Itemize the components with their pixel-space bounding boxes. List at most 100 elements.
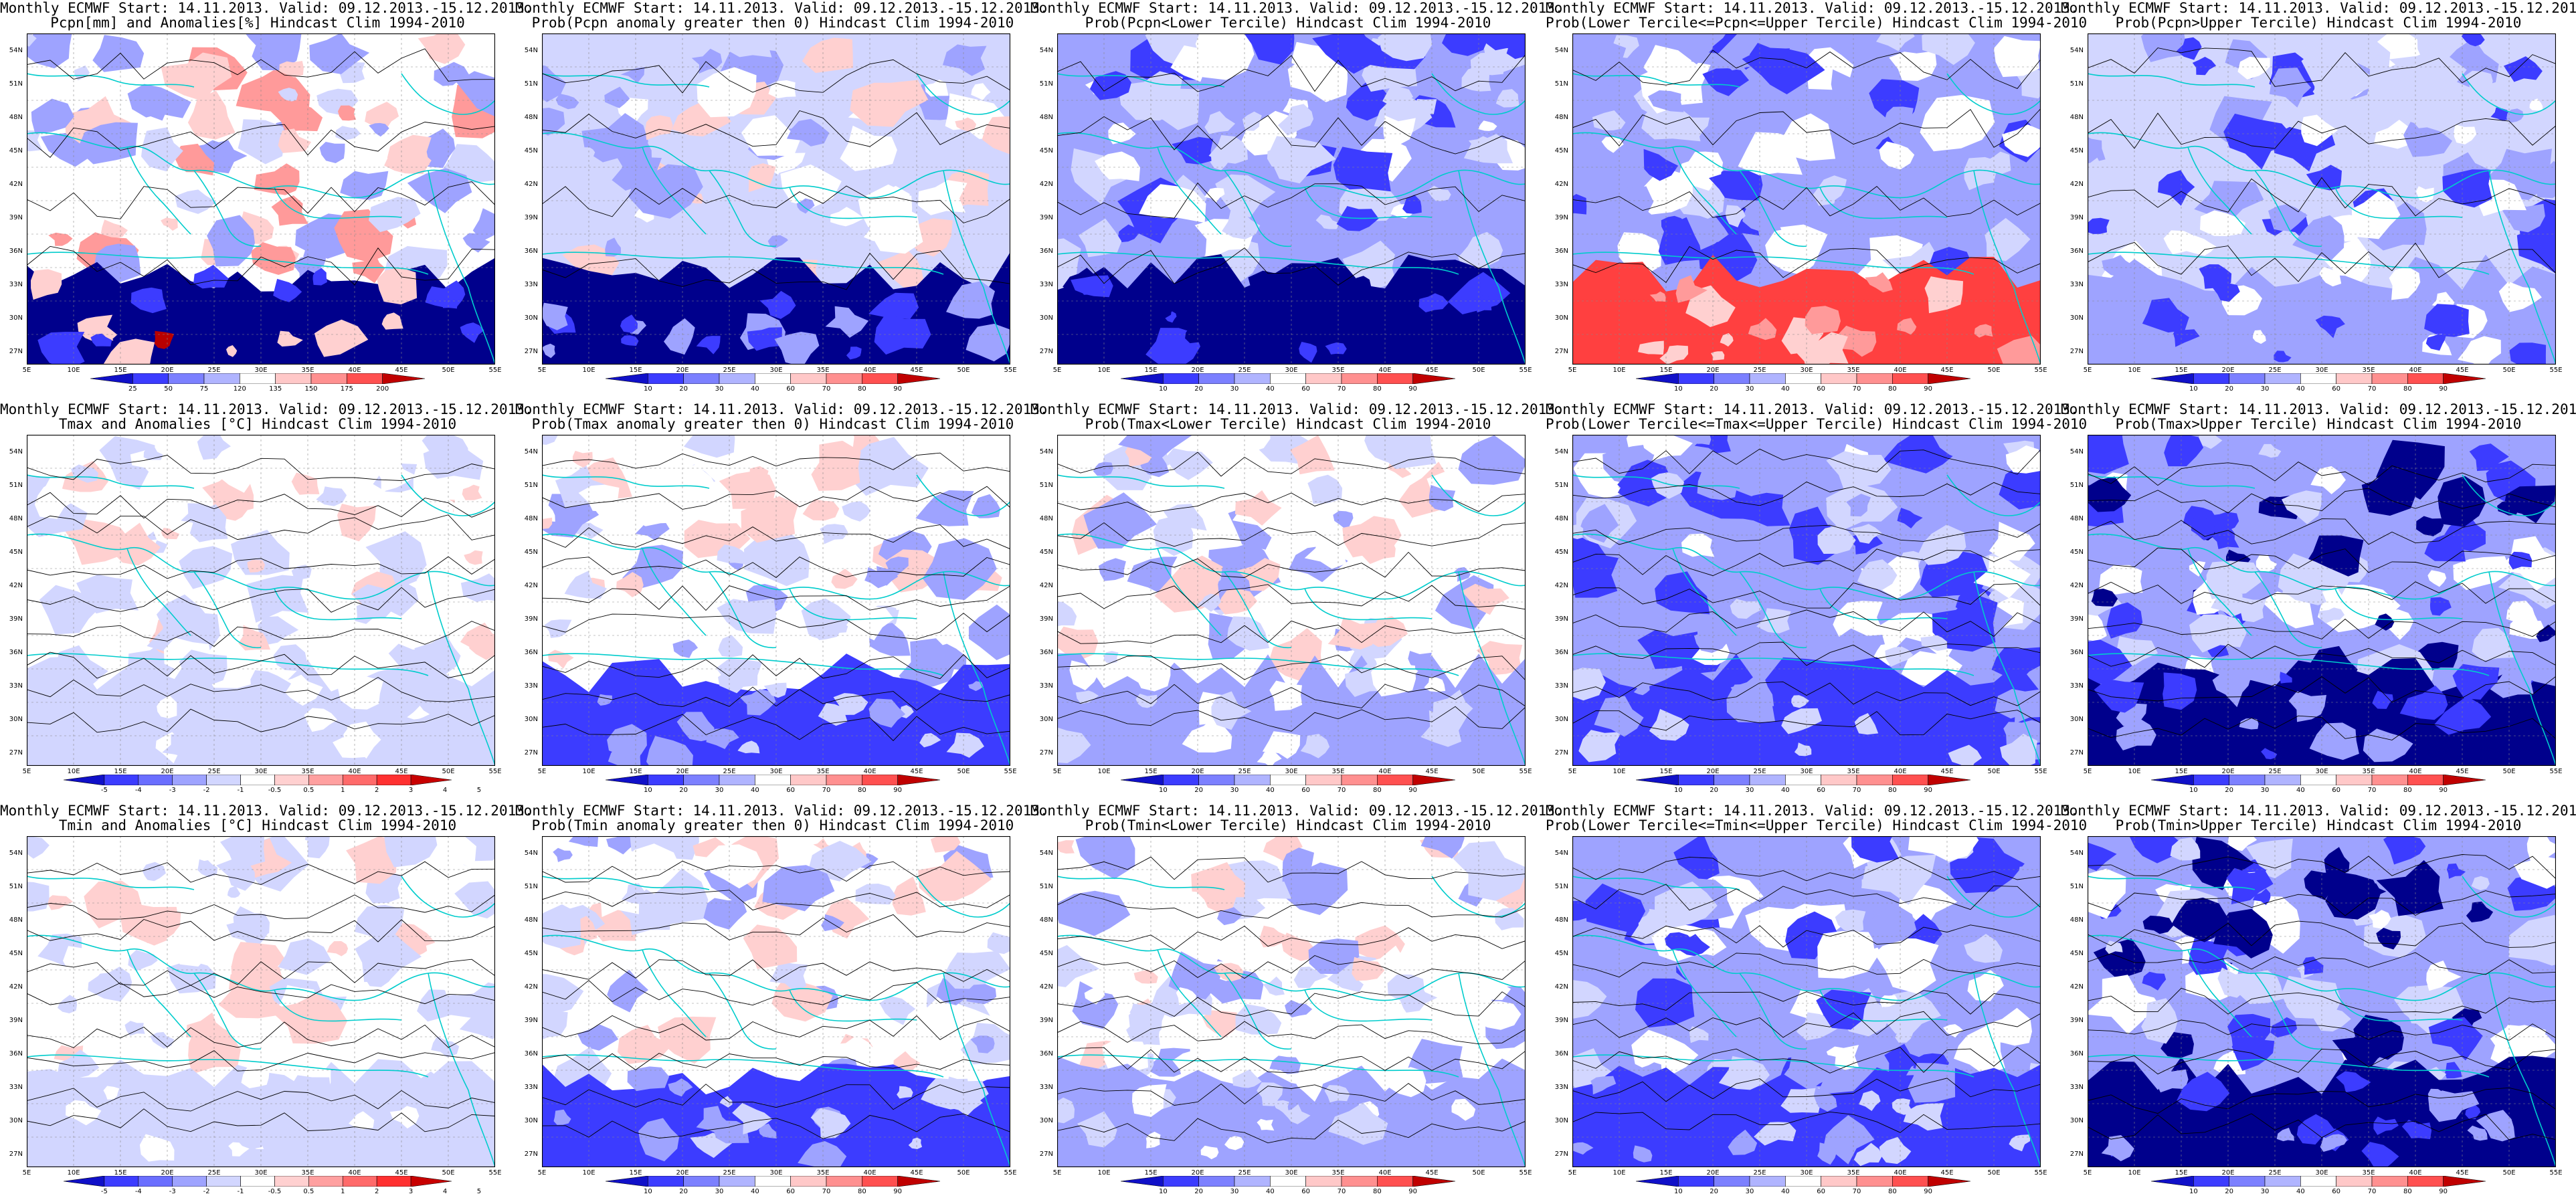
anomaly-blob xyxy=(1191,862,1246,898)
southern-blob xyxy=(1859,1090,1881,1111)
anomaly-blob xyxy=(1932,593,1998,652)
contour-line xyxy=(2088,488,2556,514)
colorbar-label: 90 xyxy=(1408,1188,1418,1195)
anomaly-blob xyxy=(1643,148,1679,181)
colorbar-swatch xyxy=(2407,1176,2444,1187)
anomaly-blob xyxy=(27,882,50,912)
anomaly-blob xyxy=(604,86,630,108)
lon-tick-label: 50E xyxy=(442,768,455,775)
lat-tick-label: 27N xyxy=(1554,1150,1568,1158)
contour-line xyxy=(2088,920,2556,948)
southern-blob xyxy=(1791,695,1809,708)
lon-tick-label: 30E xyxy=(1800,768,1813,775)
map-field xyxy=(27,435,495,766)
colorbar xyxy=(64,775,452,785)
colorbar-swatch xyxy=(1163,373,1199,384)
anomaly-blob xyxy=(918,180,968,215)
southern-blob xyxy=(2296,1114,2335,1145)
map-field xyxy=(1057,836,1526,1167)
anomaly-blob xyxy=(1572,980,1607,1019)
colorbar-swatch xyxy=(1785,1176,1821,1187)
anomaly-blob xyxy=(63,946,109,988)
lon-tick-label: 50E xyxy=(2502,768,2516,775)
anomaly-blob xyxy=(2142,915,2174,934)
colorbar-swatch xyxy=(1198,373,1235,384)
anomaly-blob xyxy=(796,198,815,214)
anomaly-blob xyxy=(771,977,833,1022)
panel-title-line2: Prob(Tmax anomaly greater then 0) Hindca… xyxy=(531,416,1014,432)
anomaly-blob xyxy=(2376,860,2444,916)
anomaly-blob xyxy=(2383,836,2426,865)
anomaly-blob xyxy=(1693,96,1714,112)
coastline xyxy=(1672,548,1737,636)
southern-blob xyxy=(1728,1129,1758,1155)
anomaly-blob xyxy=(2002,124,2041,157)
anomaly-blob xyxy=(1095,151,1140,181)
anomaly-blob xyxy=(1600,186,1654,227)
lon-tick-label: 15E xyxy=(629,1169,642,1177)
contour-line xyxy=(2088,241,2556,282)
coastline xyxy=(943,571,1010,766)
lon-tick-label: 25E xyxy=(1753,768,1766,775)
lon-tick-label: 40E xyxy=(1894,768,1907,775)
anomaly-blob xyxy=(1647,90,1684,112)
lon-tick-label: 50E xyxy=(957,1169,970,1177)
colorbar-label: 70 xyxy=(822,787,831,794)
colorbar-label: 10 xyxy=(1158,385,1168,393)
lat-tick-label: 48N xyxy=(524,114,538,121)
southern-blob xyxy=(1897,318,1917,335)
colorbar-end-triangle xyxy=(410,1176,452,1187)
map-field xyxy=(542,836,1010,1167)
southern-blob xyxy=(1638,340,1664,355)
lon-tick-label: 45E xyxy=(910,1169,923,1177)
lon-tick-label: 45E xyxy=(2456,1169,2469,1177)
anomaly-blob xyxy=(1592,110,1626,130)
lat-tick-label: 27N xyxy=(2069,1150,2084,1158)
coastline xyxy=(2488,170,2556,365)
southern-blob xyxy=(1447,272,1511,314)
lat-tick-label: 42N xyxy=(1039,181,1053,188)
coastline xyxy=(1057,1054,1459,1078)
southern-blob xyxy=(2000,733,2038,766)
lat-tick-label: 36N xyxy=(2069,247,2084,255)
anomaly-blob xyxy=(1342,516,1402,558)
panel-title-line2: Prob(Lower Tercile<=Pcpn<=Upper Tercile)… xyxy=(1546,15,2088,31)
colorbar-swatch xyxy=(1821,775,1857,785)
contour-line xyxy=(2088,1087,2556,1114)
anomaly-blob xyxy=(2106,602,2143,639)
map-field xyxy=(2088,435,2556,766)
anomaly-blob xyxy=(855,884,896,905)
colorbar-swatch xyxy=(2264,1176,2301,1187)
coastline xyxy=(1431,73,1526,115)
colorbar-end-triangle xyxy=(90,373,133,384)
coastline xyxy=(1672,949,1737,1037)
lat-tick-label: 39N xyxy=(2069,1017,2084,1024)
colorbar-label: 60 xyxy=(2332,385,2341,393)
coastline xyxy=(1973,170,2041,365)
lon-tick-label: 30E xyxy=(1800,1169,1813,1177)
lon-tick-label: 10E xyxy=(2128,1169,2141,1177)
lon-tick-label: 25E xyxy=(1753,367,1766,374)
contour-line xyxy=(1057,522,1526,547)
colorbar-swatch xyxy=(1678,1176,1714,1187)
anomaly-blob xyxy=(572,450,593,468)
colorbar-swatch xyxy=(2193,373,2229,384)
lon-tick-label: 30E xyxy=(1285,367,1298,374)
southern-blob xyxy=(716,658,763,687)
colorbar-label: 2 xyxy=(374,1188,379,1195)
anomaly-blob xyxy=(227,886,241,898)
lon-tick-label: 5E xyxy=(22,1169,31,1177)
anomaly-blob xyxy=(885,557,909,577)
map-panel: Monthly ECMWF Start: 14.11.2013. Valid: … xyxy=(1030,803,1564,1204)
lat-tick-label: 33N xyxy=(1039,682,1053,690)
colorbar-label: 1 xyxy=(341,787,345,794)
southern-blob xyxy=(1282,1104,1311,1124)
coastline xyxy=(542,73,710,88)
lat-tick-label: 39N xyxy=(2069,615,2084,623)
anomaly-blob xyxy=(808,841,872,882)
lon-tick-label: 20E xyxy=(161,367,174,374)
southern-blob xyxy=(460,322,484,343)
anomaly-blob xyxy=(2114,150,2142,169)
anomaly-blob xyxy=(84,880,142,928)
colorbar-swatch xyxy=(862,373,898,384)
